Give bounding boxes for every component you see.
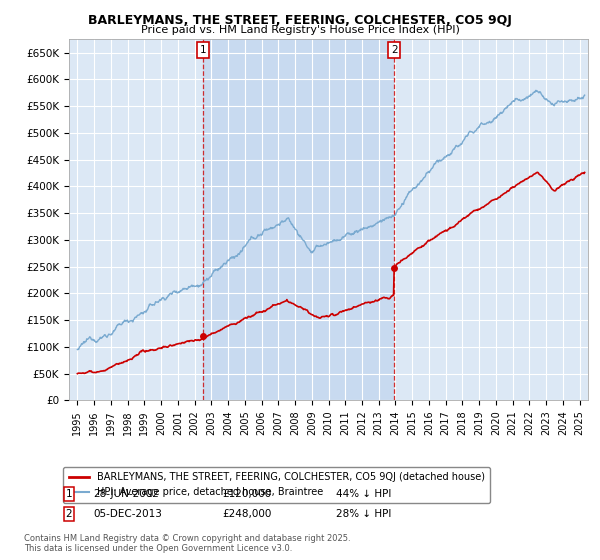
Text: £248,000: £248,000 xyxy=(222,509,271,519)
Text: 2: 2 xyxy=(391,45,397,55)
Text: 44% ↓ HPI: 44% ↓ HPI xyxy=(336,489,391,499)
Text: Price paid vs. HM Land Registry's House Price Index (HPI): Price paid vs. HM Land Registry's House … xyxy=(140,25,460,35)
Text: Contains HM Land Registry data © Crown copyright and database right 2025.
This d: Contains HM Land Registry data © Crown c… xyxy=(24,534,350,553)
Legend: BARLEYMANS, THE STREET, FEERING, COLCHESTER, CO5 9QJ (detached house), HPI: Aver: BARLEYMANS, THE STREET, FEERING, COLCHES… xyxy=(64,466,490,503)
Text: 05-DEC-2013: 05-DEC-2013 xyxy=(93,509,162,519)
Text: BARLEYMANS, THE STREET, FEERING, COLCHESTER, CO5 9QJ: BARLEYMANS, THE STREET, FEERING, COLCHES… xyxy=(88,14,512,27)
Text: 28-JUN-2002: 28-JUN-2002 xyxy=(93,489,159,499)
Text: 1: 1 xyxy=(65,489,73,499)
Bar xyxy=(203,39,394,400)
Text: 1: 1 xyxy=(199,45,206,55)
Text: £120,000: £120,000 xyxy=(222,489,271,499)
Text: 2: 2 xyxy=(65,509,73,519)
Text: 28% ↓ HPI: 28% ↓ HPI xyxy=(336,509,391,519)
